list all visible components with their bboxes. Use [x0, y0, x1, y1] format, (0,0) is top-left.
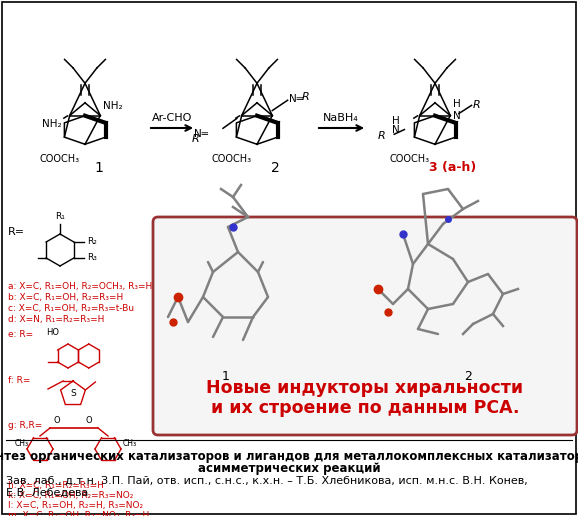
Text: f: R=: f: R=	[8, 376, 31, 385]
Text: N: N	[453, 110, 461, 121]
Text: N═: N═	[194, 129, 208, 139]
Text: O: O	[86, 416, 92, 425]
Text: Е.В. Лебедева: Е.В. Лебедева	[6, 488, 88, 498]
Text: и их строение по данным PCA.: и их строение по данным PCA.	[211, 399, 519, 417]
Text: l: X=C, R₁=OH, R₂=H, R₃=NO₂: l: X=C, R₁=OH, R₂=H, R₃=NO₂	[8, 501, 143, 510]
Text: R: R	[191, 134, 199, 144]
Text: R₁: R₁	[55, 212, 65, 221]
Text: d: X=N, R₁=R₂=R₃=H: d: X=N, R₁=R₂=R₃=H	[8, 315, 105, 324]
Text: R₂: R₂	[87, 237, 97, 247]
Text: CH₃: CH₃	[123, 439, 137, 448]
Text: g: R,R=: g: R,R=	[8, 421, 42, 430]
Text: асимметрических реакций: асимметрических реакций	[198, 462, 380, 475]
Text: NH₂: NH₂	[103, 101, 123, 110]
Text: Зав. лаб., д.т.н. З.П. Пай, отв. исп., с.н.с., к.х.н. – Т.Б. Хлебникова, исп. м.: Зав. лаб., д.т.н. З.П. Пай, отв. исп., с…	[6, 476, 528, 486]
Text: CH₃: CH₃	[15, 439, 29, 448]
Text: N: N	[392, 124, 399, 135]
Text: Синтез органических катализаторов и лигандов для металлокомплексных катализаторо: Синтез органических катализаторов и лига…	[0, 450, 578, 463]
Text: R: R	[302, 92, 310, 102]
Text: m: X=C, R₁=OH, R₂=NO₂, R₃=H: m: X=C, R₁=OH, R₂=NO₂, R₃=H	[8, 511, 149, 516]
Text: b: X=C, R₁=OH, R₂=R₃=H: b: X=C, R₁=OH, R₂=R₃=H	[8, 293, 123, 302]
Text: R=: R=	[8, 227, 25, 237]
Text: NH₂: NH₂	[42, 119, 61, 128]
Text: R: R	[378, 131, 386, 141]
Text: HO: HO	[46, 328, 59, 337]
Text: a: X=C, R₁=OH, R₂=OCH₃, R₃=H: a: X=C, R₁=OH, R₂=OCH₃, R₃=H	[8, 282, 152, 291]
Text: e: R=: e: R=	[8, 330, 33, 339]
Text: S: S	[70, 389, 76, 397]
Text: O: O	[54, 416, 61, 425]
Text: NaBH₄: NaBH₄	[323, 113, 359, 123]
Text: COOCH₃: COOCH₃	[212, 154, 251, 165]
Text: c: X=C, R₁=OH, R₂=R₃=t-Bu: c: X=C, R₁=OH, R₂=R₃=t-Bu	[8, 304, 134, 313]
Text: 2: 2	[464, 370, 472, 383]
Text: H: H	[453, 99, 461, 108]
Text: COOCH₃: COOCH₃	[39, 154, 80, 165]
Text: k: X=C, R₁=OH, R₂=R₃=NO₂: k: X=C, R₁=OH, R₂=R₃=NO₂	[8, 491, 134, 500]
Text: R: R	[472, 100, 480, 109]
Text: R₃: R₃	[87, 253, 97, 263]
Text: COOCH₃: COOCH₃	[390, 154, 429, 165]
Text: Ar-CHO: Ar-CHO	[152, 113, 192, 123]
FancyBboxPatch shape	[153, 217, 577, 435]
Text: 1: 1	[222, 370, 230, 383]
Text: N═: N═	[290, 93, 303, 104]
Text: Новые индукторы хиральности: Новые индукторы хиральности	[206, 379, 524, 397]
Text: h: X=C, R₁=R₂=R₃=H: h: X=C, R₁=R₂=R₃=H	[8, 481, 104, 490]
Text: 1: 1	[95, 161, 103, 175]
Text: 2: 2	[271, 161, 279, 175]
Text: 3 (a-h): 3 (a-h)	[429, 162, 477, 174]
Text: H: H	[392, 116, 399, 125]
